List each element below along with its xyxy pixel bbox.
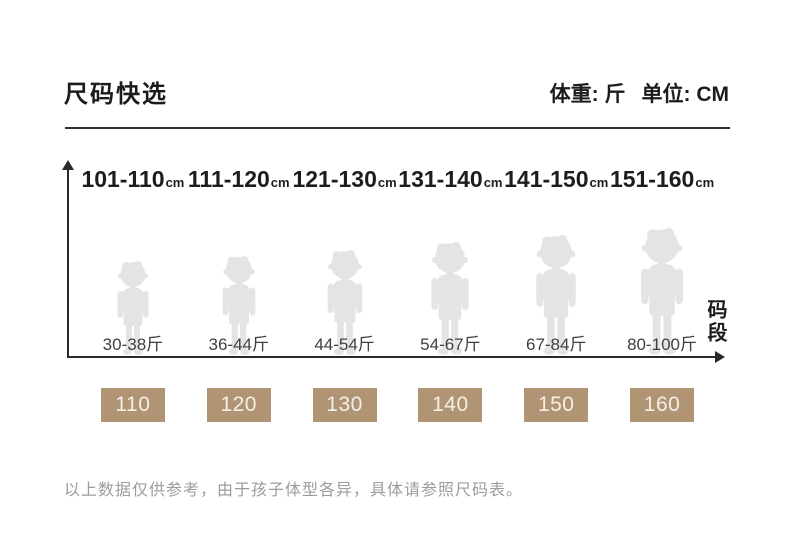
- height-range-value: 131-140: [398, 166, 483, 192]
- x-axis-line: [67, 356, 717, 358]
- height-unit: cm: [483, 175, 503, 190]
- x-axis-arrow-icon: [715, 351, 725, 363]
- weight-range-label: 44-54斤: [314, 335, 375, 354]
- weight-range-label: 67-84斤: [525, 335, 587, 354]
- weight-unit-label: 体重: 斤: [549, 83, 626, 106]
- weight-range-label: 30-38斤: [102, 335, 164, 354]
- height-range-value: 121-130: [292, 166, 377, 192]
- header-units: 体重: 斤 单位: CM: [550, 78, 729, 108]
- size-button-110[interactable]: 110: [100, 388, 165, 422]
- height-unit: cm: [589, 175, 609, 190]
- height-range-label: 131-140cm: [397, 166, 503, 193]
- x-axis-title: 码段: [704, 299, 726, 345]
- height-unit: cm: [270, 175, 290, 190]
- size-column-140: 131-140cm 54-67斤 140: [397, 160, 503, 422]
- height-range-value: 111-120: [187, 166, 270, 192]
- size-button-130[interactable]: 130: [312, 388, 377, 422]
- height-unit: cm: [377, 175, 397, 190]
- weight-range-label: 36-44斤: [208, 335, 269, 354]
- height-unit: cm: [695, 175, 715, 190]
- height-range-value: 141-150: [504, 166, 589, 192]
- height-range-value: 151-160: [609, 166, 695, 192]
- size-column-150: 141-150cm 67-84斤 150: [503, 160, 609, 422]
- size-button-150[interactable]: 150: [524, 388, 589, 422]
- height-range-label: 151-160cm: [609, 166, 715, 193]
- height-range-label: 101-110cm: [80, 166, 186, 193]
- size-columns: 101-110cm 30-38斤 110 111-120cm 36-44斤 12…: [80, 160, 715, 422]
- height-range-value: 101-110: [81, 166, 165, 192]
- height-unit: cm: [165, 175, 185, 190]
- weight-range-label: 80-100斤: [627, 335, 698, 354]
- height-range-label: 141-150cm: [503, 166, 609, 193]
- size-column-130: 121-130cm 44-54斤 130: [292, 160, 398, 422]
- height-range-label: 121-130cm: [292, 166, 398, 193]
- size-column-110: 101-110cm 30-38斤 110: [80, 160, 186, 422]
- size-column-120: 111-120cm 36-44斤 120: [186, 160, 292, 422]
- size-button-140[interactable]: 140: [418, 388, 483, 422]
- disclaimer-note: 以上数据仅供参考，由于孩子体型各异，具体请参照尺码表。: [64, 482, 524, 499]
- size-unit-label: 单位: CM: [641, 83, 730, 106]
- y-axis-arrow-icon: [62, 160, 74, 170]
- y-axis-line: [67, 168, 69, 358]
- size-button-120[interactable]: 120: [206, 388, 271, 422]
- size-column-160: 151-160cm 80-100斤 160: [609, 160, 715, 422]
- height-range-label: 111-120cm: [186, 166, 292, 193]
- page-title: 尺码快选: [64, 81, 168, 108]
- size-button-160[interactable]: 160: [630, 388, 695, 422]
- header-divider: [65, 127, 730, 129]
- weight-range-label: 54-67斤: [420, 335, 481, 354]
